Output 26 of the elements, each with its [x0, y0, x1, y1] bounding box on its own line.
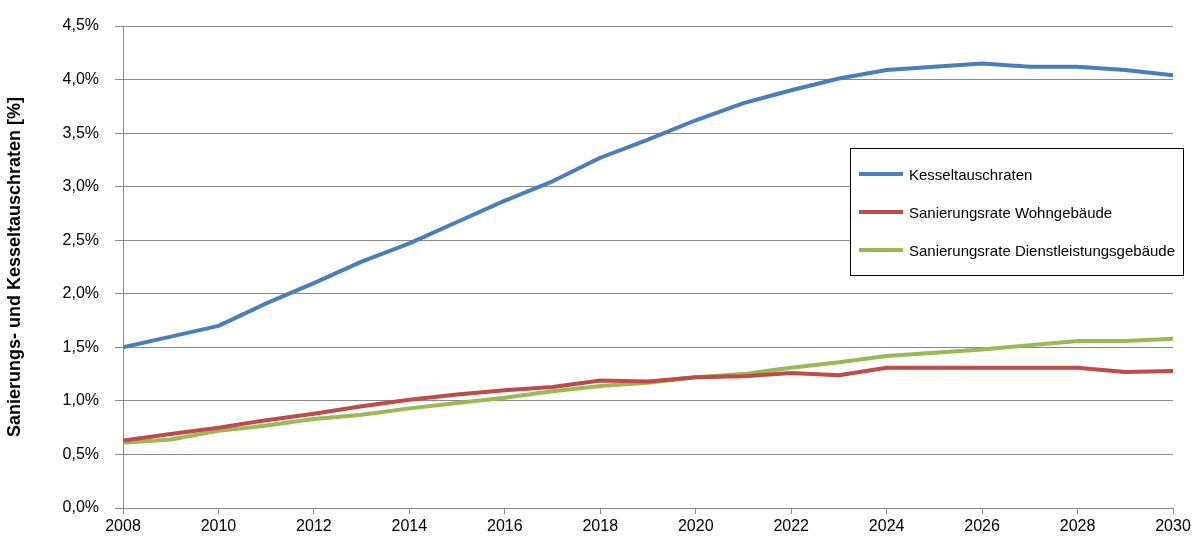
y-tick-label: 1,5%	[62, 337, 99, 355]
legend-label: Sanierungsrate Wohngebäude	[908, 203, 1113, 221]
y-axis-title: Sanierungs- und Kesseltauschraten [%]	[3, 96, 24, 438]
x-tick-label: 2028	[1059, 517, 1096, 535]
y-tick-label: 4,0%	[62, 69, 99, 87]
x-tick-label: 2014	[391, 517, 428, 535]
x-tick-label: 2026	[964, 517, 1000, 535]
y-tick-label: 3,0%	[62, 177, 99, 195]
x-tick-label: 2008	[105, 517, 141, 535]
y-tick-label: 2,5%	[62, 230, 99, 248]
x-tick-label: 2010	[200, 517, 237, 535]
x-tick-label: 2012	[296, 517, 332, 535]
y-tick-label: 4,5%	[62, 16, 99, 34]
y-tick-label: 3,5%	[62, 123, 99, 141]
x-tick-label: 2022	[773, 517, 810, 535]
x-tick-label: 2016	[487, 517, 523, 535]
x-tick-label: 2018	[582, 517, 619, 535]
legend-label: Sanierungsrate Dienstleistungsgebäude	[908, 241, 1175, 259]
x-tick-label: 2030	[1155, 517, 1191, 535]
legend-label: Kesseltauschraten	[908, 165, 1033, 183]
x-tick-label: 2020	[677, 517, 714, 535]
y-tick-label: 0,5%	[62, 444, 99, 462]
x-tick-label: 2024	[868, 517, 905, 535]
y-tick-label: 2,0%	[62, 284, 99, 302]
y-tick-label: 0,0%	[62, 498, 99, 516]
y-tick-label: 1,0%	[62, 391, 99, 409]
